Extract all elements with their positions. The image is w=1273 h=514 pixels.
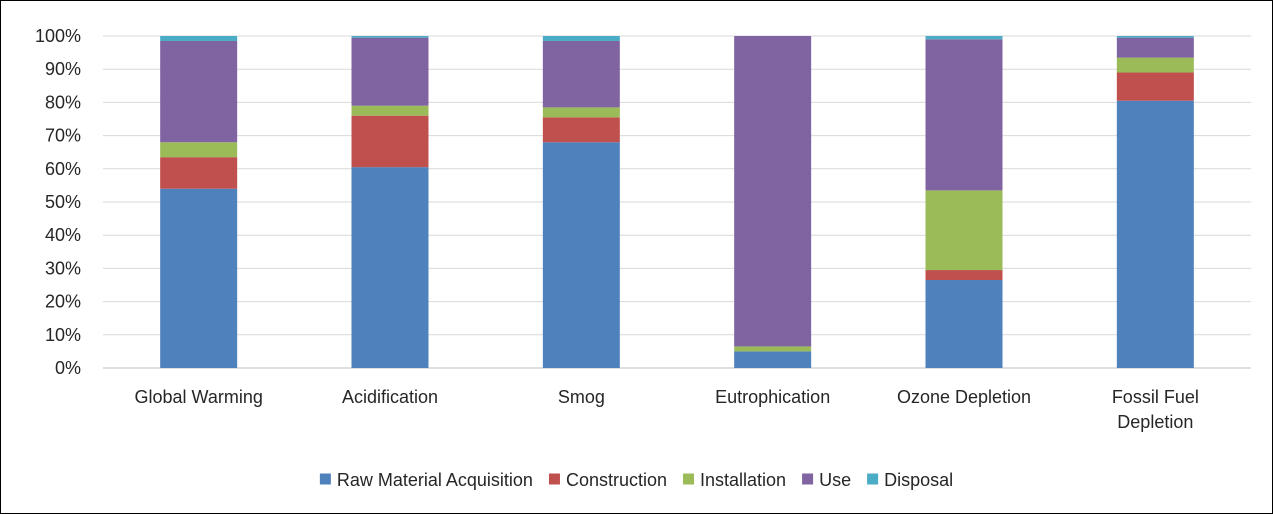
legend-swatch	[802, 473, 814, 485]
bar-segment	[925, 280, 1003, 368]
y-tick-label: 70%	[45, 126, 81, 146]
y-tick-label: 10%	[45, 325, 81, 345]
bar-segment	[160, 157, 238, 189]
y-tick-label: 30%	[45, 258, 81, 278]
x-tick-label: Ozone Depletion	[897, 387, 1031, 407]
bar-segment	[925, 190, 1003, 271]
bar-segment	[351, 105, 429, 116]
bar-segment	[160, 40, 238, 143]
y-tick-label: 50%	[45, 192, 81, 212]
x-tick-label: Acidification	[342, 387, 438, 407]
x-tick-label: Global Warming	[134, 387, 262, 407]
y-tick-label: 20%	[45, 292, 81, 312]
bar-segment	[351, 37, 429, 106]
bars	[160, 36, 1194, 369]
bar-segment	[925, 270, 1003, 281]
legend-label: Disposal	[884, 470, 953, 490]
bar-segment	[542, 36, 620, 41]
y-tick-label: 40%	[45, 225, 81, 245]
bar-segment	[160, 142, 238, 158]
legend-swatch	[319, 473, 331, 485]
legend-label: Construction	[566, 470, 667, 490]
bar-segment	[734, 36, 812, 347]
x-tick-label: Eutrophication	[715, 387, 830, 407]
bar-segment	[1116, 100, 1194, 369]
gridlines	[103, 35, 1251, 369]
bar-segment	[542, 117, 620, 143]
axes: 0% 10% 20% 30% 40% 50% 60% 70% 80% 90% 100% Global …	[35, 26, 1199, 432]
y-tick-label: 80%	[45, 92, 81, 112]
y-tick-label: 0%	[55, 358, 81, 378]
bar-segment	[351, 115, 429, 168]
y-tick-label: 100%	[35, 26, 81, 46]
bar-segment	[1116, 36, 1194, 38]
legend-label: Use	[819, 470, 851, 490]
legend: Raw Material Acquisition Construction Inst…	[319, 470, 953, 490]
bar-segment	[1116, 72, 1194, 101]
bar-segment	[925, 39, 1003, 191]
legend-swatch	[683, 473, 695, 485]
legend-swatch	[548, 473, 560, 485]
bar-segment	[734, 346, 812, 352]
bar-segment	[542, 40, 620, 108]
bar-segment	[1116, 57, 1194, 73]
legend-label: Raw Material Acquisition	[337, 470, 533, 490]
bar-segment	[734, 351, 812, 368]
bar-segment	[160, 36, 238, 41]
x-tick-label: Smog	[558, 387, 605, 407]
bar-segment	[351, 36, 429, 38]
bar-segment	[542, 107, 620, 118]
x-tick-label: Fossil Fuel Depletion	[1112, 387, 1199, 432]
y-tick-label: 60%	[45, 159, 81, 179]
bar-segment	[925, 36, 1003, 40]
y-tick-label: 90%	[45, 59, 81, 79]
legend-label: Installation	[700, 470, 786, 490]
bar-segment	[542, 142, 620, 368]
bar-segment	[1116, 37, 1194, 58]
bar-segment	[160, 188, 238, 368]
legend-swatch	[867, 473, 879, 485]
bar-segment	[351, 167, 429, 368]
